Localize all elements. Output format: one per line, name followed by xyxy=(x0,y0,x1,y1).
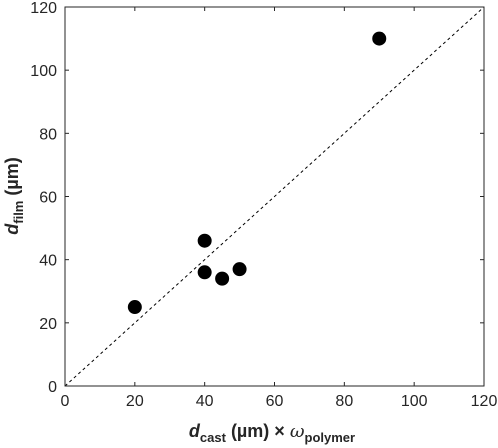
x-axis-ticks: 0 20 40 60 80 100 120 xyxy=(61,7,498,410)
y-tick-label: 20 xyxy=(39,316,57,333)
data-point xyxy=(372,31,387,46)
plot-area xyxy=(64,6,485,387)
x-axis-label: dcast (µm) × ωpolymer xyxy=(189,421,355,445)
y-tick-label: 40 xyxy=(39,253,57,270)
y-axis-label-main: d xyxy=(2,223,22,235)
y-axis-label: dfilm (µm) xyxy=(2,157,26,235)
x-axis-label-middle: (µm) × xyxy=(226,421,290,441)
y-axis-label-main-sub: film xyxy=(11,201,26,224)
y-tick-label: 100 xyxy=(30,63,57,80)
y-tick-label: 80 xyxy=(39,126,57,143)
x-axis-label-main: d xyxy=(189,421,201,441)
data-point xyxy=(215,271,230,286)
y-tick-label: 60 xyxy=(39,190,57,207)
reference-line xyxy=(64,6,485,387)
x-tick-label: 60 xyxy=(266,393,284,410)
data-point xyxy=(197,265,212,280)
x-axis-label-main-sub: cast xyxy=(200,430,227,445)
data-point xyxy=(232,262,247,277)
x-tick-label: 40 xyxy=(196,393,214,410)
x-axis-label-factor: ω xyxy=(290,421,305,442)
data-point xyxy=(127,300,142,315)
y-axis-label-unit: (µm) xyxy=(2,157,22,200)
data-point xyxy=(197,233,212,248)
x-tick-label: 0 xyxy=(61,393,70,410)
x-tick-label: 20 xyxy=(126,393,144,410)
y-axis-ticks: 0 20 40 60 80 100 120 xyxy=(30,0,484,396)
x-tick-label: 100 xyxy=(401,393,428,410)
y-tick-label: 120 xyxy=(30,0,57,17)
x-axis-label-factor-sub: polymer xyxy=(305,430,356,445)
y-tick-label: 0 xyxy=(48,379,57,396)
x-tick-label: 80 xyxy=(335,393,353,410)
x-tick-label: 120 xyxy=(471,393,498,410)
